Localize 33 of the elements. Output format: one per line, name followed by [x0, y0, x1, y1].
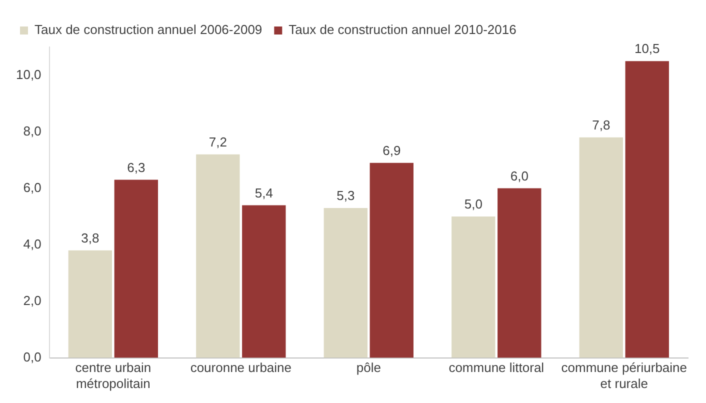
data-label: 6,9 [382, 142, 401, 158]
y-tick-label: 8,0 [23, 123, 42, 138]
bar [498, 188, 542, 358]
legend-label: Taux de construction annuel 2010-2016 [288, 22, 516, 38]
bar [324, 208, 368, 358]
data-label: 5,3 [336, 188, 355, 204]
bar [114, 180, 158, 358]
bar [625, 61, 669, 358]
bar [68, 250, 112, 358]
bar [242, 205, 286, 358]
data-label: 5,0 [464, 196, 482, 212]
y-tick-label: 6,0 [23, 180, 42, 195]
x-tick-label: couronne urbaine [190, 360, 292, 376]
y-tick-label: 10,0 [16, 66, 42, 82]
data-label: 7,2 [208, 134, 227, 150]
bar [579, 137, 623, 358]
bar [370, 162, 414, 358]
data-label: 7,8 [592, 117, 610, 132]
x-tick-label: centre urbain métropolitain [75, 360, 152, 391]
data-label: 10,5 [634, 41, 660, 56]
x-tick-label: commune périurbaine et rurale [561, 360, 687, 391]
bar [452, 216, 496, 358]
x-tick-label: pôle [356, 360, 381, 376]
data-label: 6,0 [510, 168, 528, 184]
data-label: 3,8 [81, 230, 100, 246]
y-tick-label: 0,0 [23, 349, 42, 364]
y-tick-label: 2,0 [23, 292, 42, 308]
bar [196, 154, 240, 358]
x-tick-label: commune littoral [448, 360, 544, 376]
data-label: 6,3 [127, 160, 146, 175]
legend-label: Taux de construction annuel 2006-2009 [34, 22, 262, 38]
data-label: 5,4 [254, 185, 273, 200]
y-tick-label: 4,0 [23, 236, 42, 252]
